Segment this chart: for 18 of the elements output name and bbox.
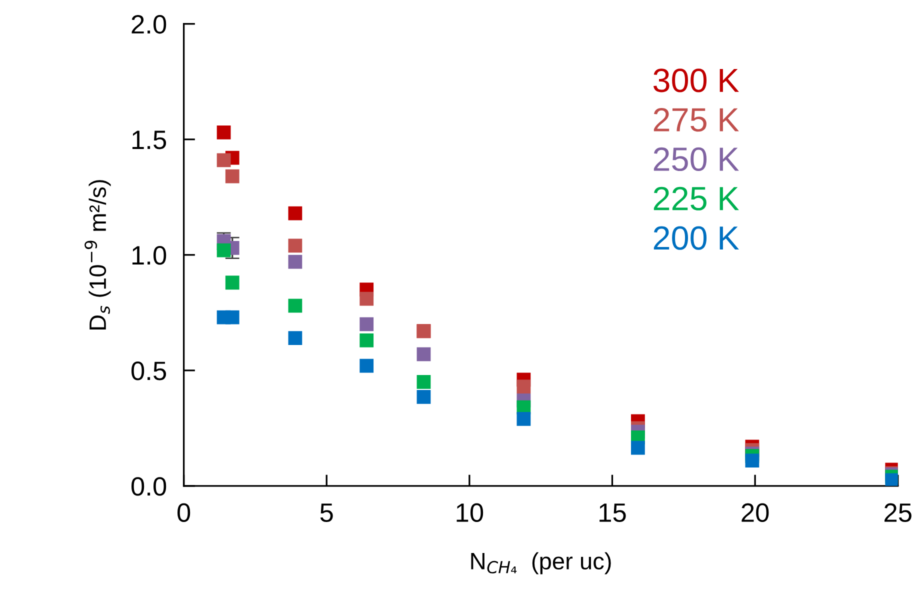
x-tick-label: 5 [320,504,333,522]
y-tick-label: 1.5 [132,130,166,150]
text: 300 K [654,68,739,92]
x-tick-label: 0 [177,503,190,522]
y-tick-label: 0.0 [131,477,166,496]
y-axis-title: D$_{s}$ (10$^{−9}$ m²/s) [84,180,111,330]
text: 275 K [654,108,739,132]
x-axis-title: N$_{CH₄}$ (per uc) [471,552,611,574]
x-tick-label: 25 [884,503,912,522]
y-tick-label: 0.5 [131,362,166,380]
text: 200 K [654,226,739,250]
y-tick-label: 1.0 [132,246,166,265]
x-tick-label: 10 [456,503,484,522]
x-tick-label: 20 [742,503,769,522]
text: 250 K [654,147,739,172]
y-tick-label: 2.0 [132,15,166,34]
text: 225 K [654,186,739,210]
x-tick-label: 15 [600,504,626,522]
